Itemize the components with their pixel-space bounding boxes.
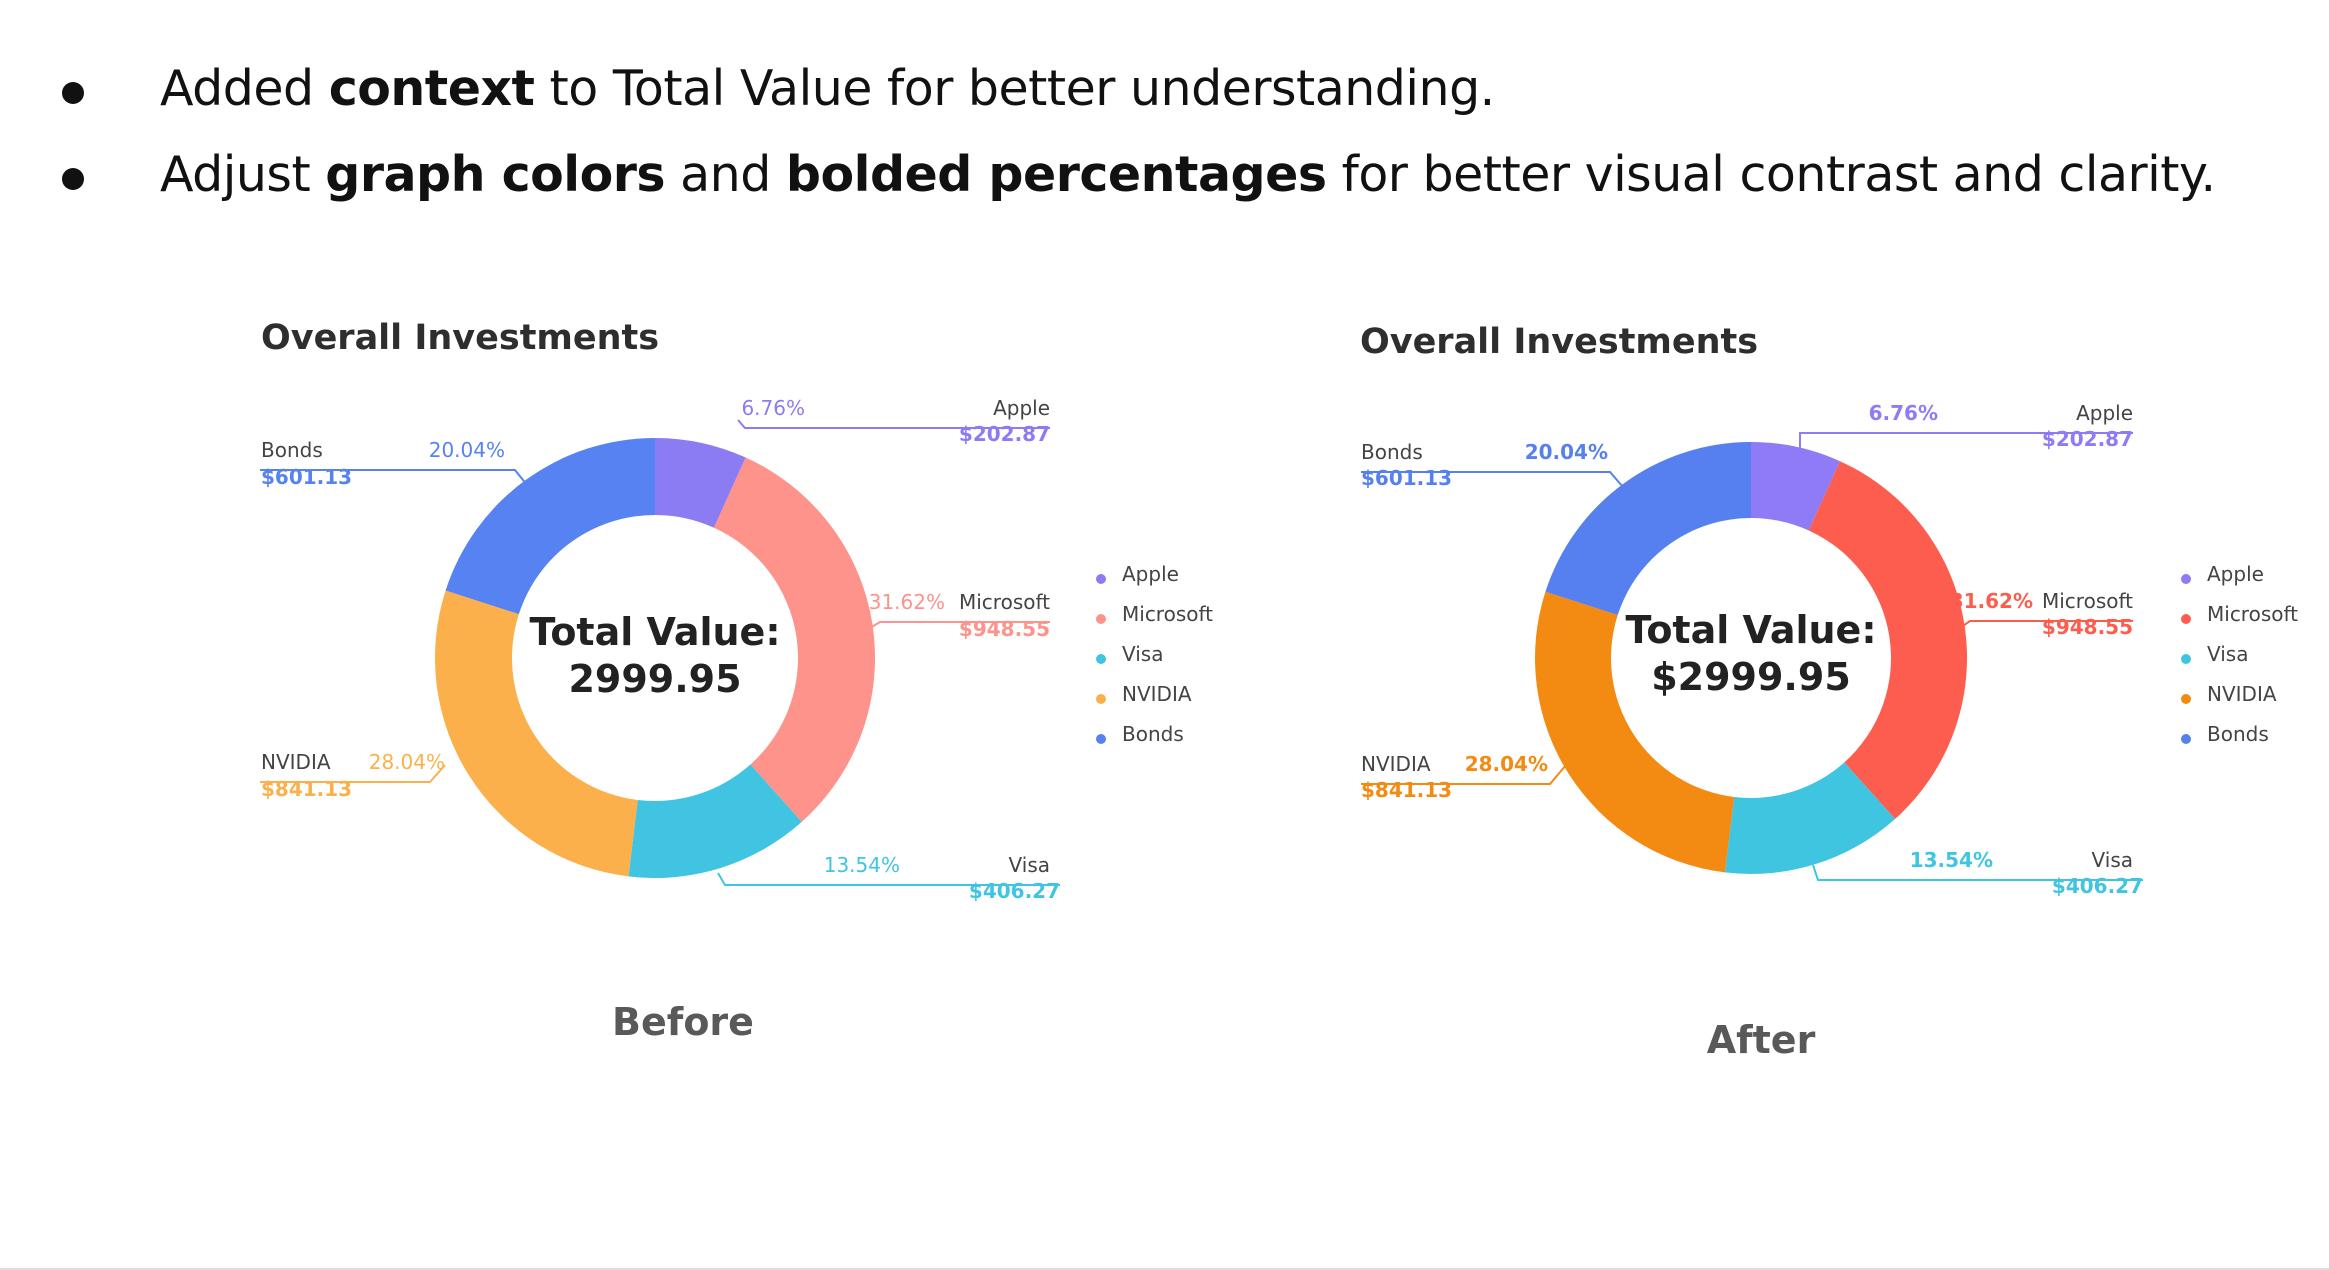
donut-slice-nvidia [1535,591,1735,873]
slice-value-label: $601.13 [261,465,352,489]
slice-value-label: $948.55 [2042,615,2133,639]
slice-category-label: NVIDIA [261,750,331,774]
slice-percent-label: 20.04% [429,438,505,462]
bullet-dot-icon [62,168,84,190]
donut-slice-apple [655,438,746,528]
leader-line [1812,864,2143,881]
slice-category-label: Microsoft [959,590,1050,614]
center-total-label: 2999.95 [568,657,741,701]
slice-value-label: $841.13 [261,777,352,801]
slice-percent-label: 13.54% [1910,848,1993,872]
legend-dot-icon [1096,614,1106,624]
slice-value-label: $601.13 [1361,466,1452,490]
bullet-text-bold: graph colors [325,146,666,203]
donut-slice-microsoft [1808,461,1967,819]
bullet-text: Added context to Total Value for better … [160,60,1495,117]
slice-category-label: Visa [2092,848,2133,872]
leader-line [1361,764,1567,785]
donut-slice-microsoft [713,457,875,822]
legend-dot-icon [1096,574,1106,584]
donut-slice-bonds [1545,442,1751,616]
bullet-text: Adjust graph colors and bolded percentag… [160,146,2216,203]
divider [0,1268,2329,1270]
chart-title: Overall Investments [1360,322,1759,362]
slice-percent-label: 28.04% [369,750,445,774]
bullet-text-bold: bolded percentages [785,146,1327,203]
legend-dot-icon [2181,654,2191,664]
slice-category-label: Apple [2076,401,2133,425]
legend-label: Microsoft [1122,602,1214,626]
legend-dot-icon [2181,734,2191,744]
slice-percent-label: 28.04% [1465,752,1548,776]
legend-label: Apple [2207,562,2264,586]
leader-line [260,764,446,783]
slice-value-label: $841.13 [1361,778,1452,802]
bullet-list: Added context to Total Value for better … [0,60,2329,232]
legend-label: Bonds [2207,722,2269,746]
legend-dot-icon [1096,694,1106,704]
legend-label: Bonds [1122,722,1184,746]
center-total-label: $2999.95 [1651,655,1851,699]
after-caption: After [1706,1018,1816,1062]
bullet-item: Adjust graph colors and bolded percentag… [0,146,2329,232]
slice-percent-label: 20.04% [1525,440,1608,464]
leader-line [1361,471,1624,488]
chart-title: Overall Investments [261,318,660,358]
legend-label: Visa [2207,642,2249,666]
slice-category-label: Bonds [1361,440,1423,464]
slice-percent-label: 6.76% [741,396,805,420]
leader-line [260,469,528,486]
legend-dot-icon [1096,734,1106,744]
donut-slice-nvidia [435,590,638,877]
bullet-dot-icon [62,82,84,104]
slice-value-label: $406.27 [969,879,1060,903]
legend-dot-icon [2181,694,2191,704]
slice-percent-label: 31.62% [869,590,945,614]
slice-percent-label: 6.76% [1869,401,1938,425]
before-caption: Before [612,1000,754,1044]
center-total-label: Total Value: [1625,608,1876,652]
bullet-text-part: Adjust [160,146,326,203]
slice-category-label: Visa [1009,853,1050,877]
donut-slice-apple [1751,442,1841,531]
leader-line [1959,620,2133,629]
slice-value-label: $202.87 [2042,427,2133,451]
legend-label: NVIDIA [1122,682,1192,706]
legend-label: NVIDIA [2207,682,2277,706]
legend-dot-icon [1096,654,1106,664]
slice-value-label: $948.55 [959,617,1050,641]
bullet-text-part: Added [160,60,329,117]
slice-category-label: Bonds [261,438,323,462]
slice-value-label: $202.87 [959,422,1050,446]
donut-chart-before: Apple 6.76% $202.87 Microsoft 31.62% $948.55 V… [260,396,1060,903]
donut-slice-visa [1724,762,1896,874]
legend-dot-icon [2181,614,2191,624]
bullet-text-part: for better visual contrast and clarity. [1326,146,2217,203]
leader-line [1799,432,2133,452]
legend-label: Visa [1122,642,1164,666]
legend-label: Apple [1122,562,1179,586]
bullet-text-bold: context [328,60,535,117]
center-total-label: Total Value: [529,610,780,654]
legend-label: Microsoft [2207,602,2299,626]
bullet-text-part: to Total Value for better understanding. [534,60,1496,117]
slice-category-label: Microsoft [2042,589,2133,613]
bullet-text-part: and [665,146,786,203]
leader-line [737,419,1050,429]
donut-chart-after: Apple 6.76% $202.87 Microsoft 31.62% $948.55 V… [1361,401,2143,898]
slice-percent-label: 31.62% [1950,589,2033,613]
donut-slice-visa [628,764,802,879]
slice-category-label: Apple [993,396,1050,420]
leader-line [869,621,1050,629]
legend-dot-icon [2181,574,2191,584]
slice-percent-label: 13.54% [824,853,900,877]
leader-line [717,872,1060,886]
slice-value-label: $406.27 [2052,874,2143,898]
donut-slice-bonds [445,438,655,615]
slice-category-label: NVIDIA [1361,752,1431,776]
bullet-item: Added context to Total Value for better … [0,60,2329,146]
